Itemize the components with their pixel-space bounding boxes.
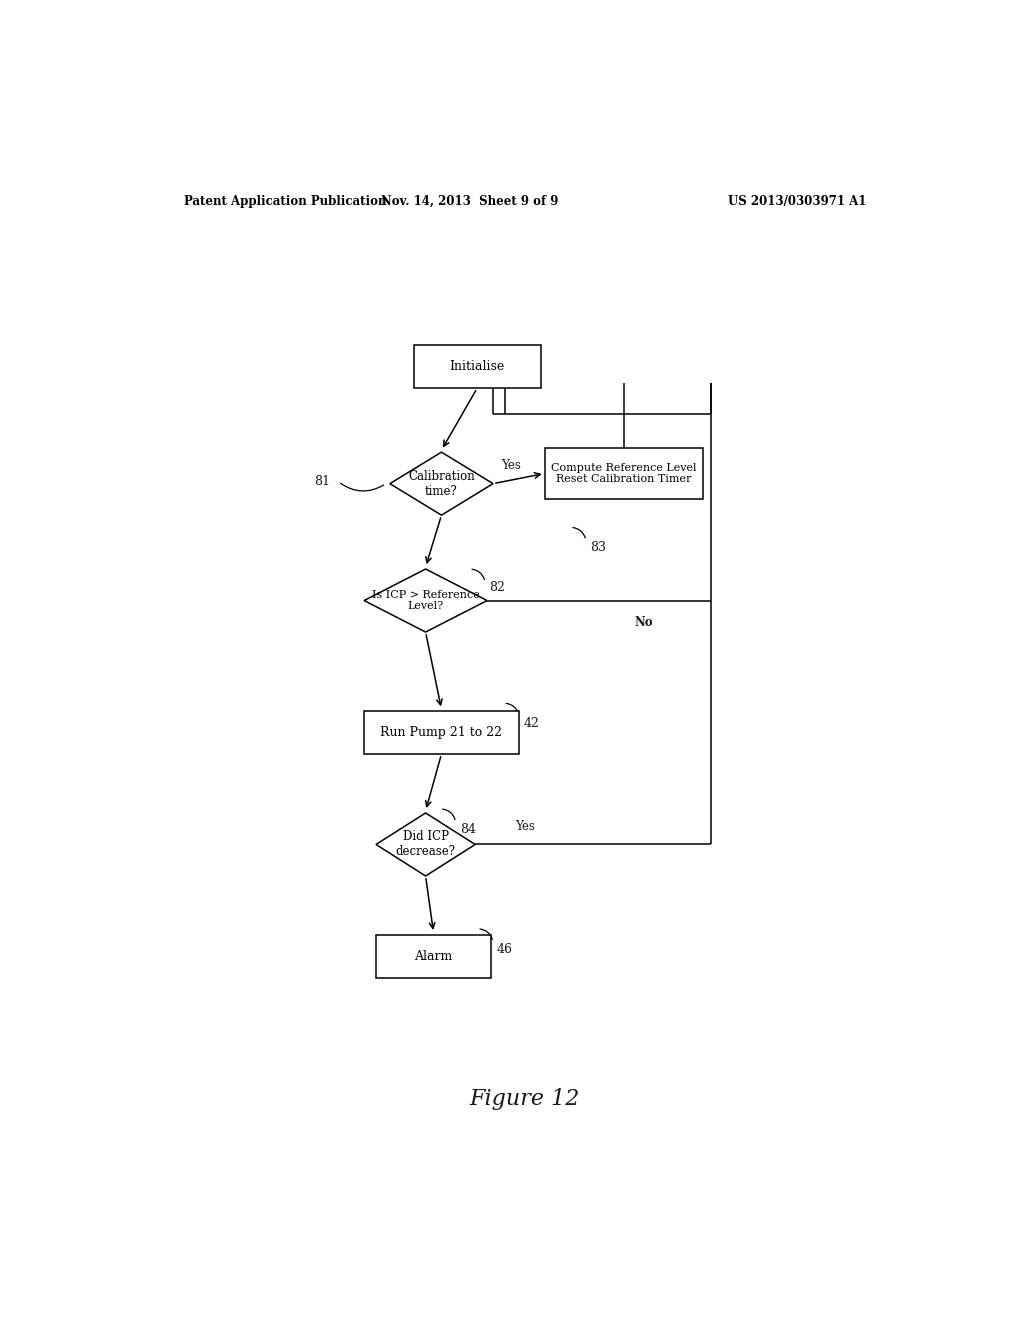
Text: 84: 84 [460, 822, 476, 836]
Text: Compute Reference Level
Reset Calibration Timer: Compute Reference Level Reset Calibratio… [551, 463, 696, 484]
Bar [376, 935, 492, 978]
Text: Run Pump 21 to 22: Run Pump 21 to 22 [381, 726, 503, 739]
Text: Did ICP
decrease?: Did ICP decrease? [395, 830, 456, 858]
Polygon shape [390, 453, 494, 515]
Text: Initialise: Initialise [450, 360, 505, 374]
Text: 42: 42 [523, 717, 539, 730]
Text: Is ICP > Reference
Level?: Is ICP > Reference Level? [372, 590, 479, 611]
Polygon shape [376, 813, 475, 876]
Bar [545, 447, 703, 499]
Text: Patent Application Publication: Patent Application Publication [183, 194, 386, 207]
Polygon shape [365, 569, 487, 632]
Text: 46: 46 [497, 942, 513, 956]
Text: 81: 81 [314, 475, 331, 488]
Text: 83: 83 [590, 541, 606, 554]
Text: 82: 82 [489, 581, 505, 594]
Text: Alarm: Alarm [415, 950, 453, 962]
Text: Nov. 14, 2013  Sheet 9 of 9: Nov. 14, 2013 Sheet 9 of 9 [381, 194, 558, 207]
Text: Yes: Yes [515, 820, 535, 833]
Text: Figure 12: Figure 12 [470, 1088, 580, 1110]
Bar [365, 711, 519, 754]
Text: Calibration
time?: Calibration time? [409, 470, 475, 498]
Text: No: No [635, 616, 653, 630]
Text: Yes: Yes [501, 459, 521, 471]
Bar [414, 346, 541, 388]
Text: US 2013/0303971 A1: US 2013/0303971 A1 [728, 194, 866, 207]
